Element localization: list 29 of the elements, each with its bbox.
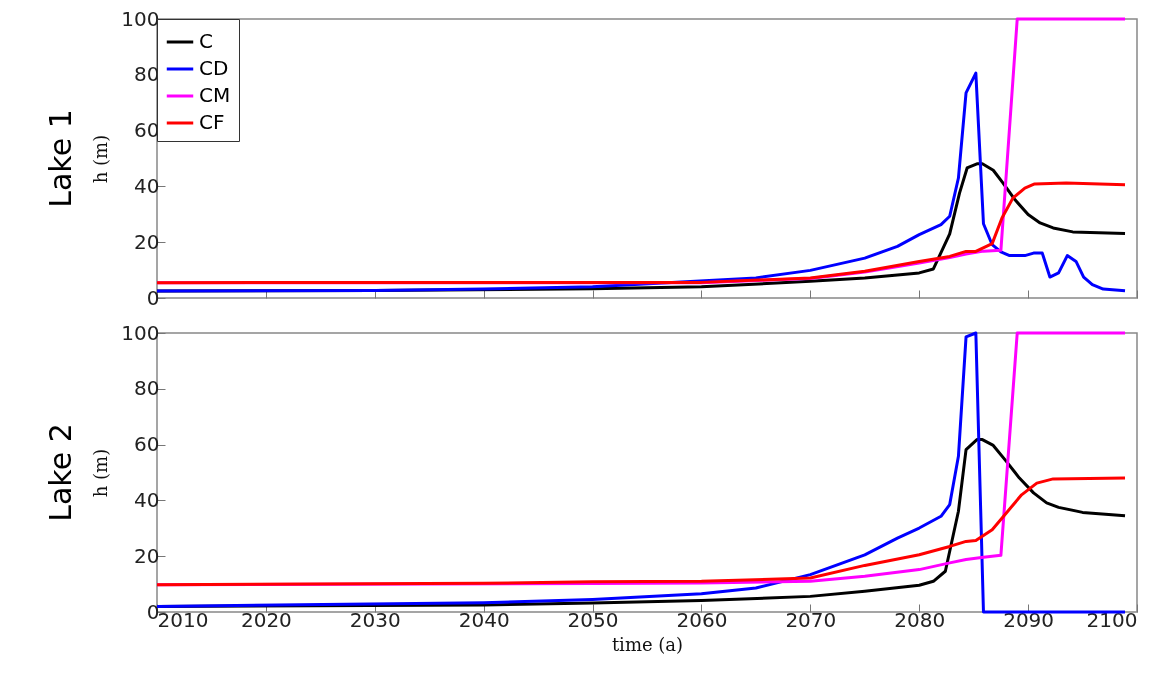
x-tick-label: 2100 <box>1086 607 1138 632</box>
x-tick-label: 2010 <box>157 607 209 632</box>
x-tick-label: 2030 <box>349 607 401 632</box>
text: Lake 1 <box>42 109 78 208</box>
x-tick-label: 2090 <box>1003 607 1055 632</box>
y-tick-label: 80 <box>134 376 160 401</box>
legend-label: CF <box>199 110 225 134</box>
x-tick-label: 2020 <box>240 607 292 632</box>
x-tick-label: 2070 <box>785 607 837 632</box>
y-tick-label: 40 <box>134 173 160 198</box>
y-axis-title: h (m) <box>90 448 112 498</box>
x-tick-label: 2080 <box>894 607 946 632</box>
x-tick-label: 2050 <box>567 607 619 632</box>
y-tick-label: 0 <box>146 599 160 624</box>
y-tick-label: 20 <box>134 229 160 254</box>
legend-label: CD <box>199 56 229 80</box>
x-axis-title: time (a) <box>611 633 684 655</box>
y-tick-label: 100 <box>121 320 160 345</box>
text: Lake 2 <box>42 423 78 522</box>
y-axis-title: h (m) <box>90 134 112 184</box>
y-tick-label: 0 <box>146 285 160 310</box>
legend-label: C <box>199 29 213 53</box>
y-tick-label: 100 <box>121 6 160 31</box>
y-tick-label: 40 <box>134 487 160 512</box>
y-tick-label: 60 <box>134 432 160 457</box>
y-tick-label: 20 <box>134 543 160 568</box>
x-tick-label: 2060 <box>676 607 728 632</box>
legend-label: CM <box>199 83 231 107</box>
x-tick-label: 2040 <box>458 607 510 632</box>
